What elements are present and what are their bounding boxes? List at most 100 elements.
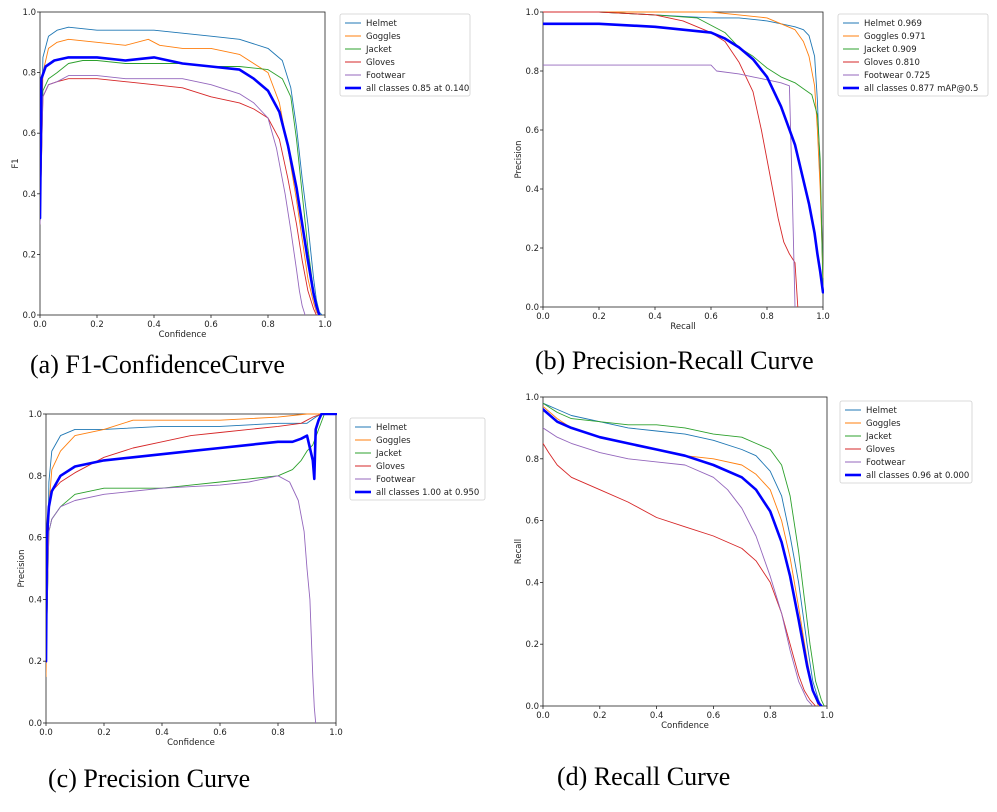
- recall-xtick-label: 0.4: [650, 711, 664, 721]
- f1-legend-label-goggles: Goggles: [366, 32, 401, 42]
- f1-xtick-label: 0.4: [147, 320, 161, 330]
- recall-xtick-label: 0.2: [593, 711, 607, 721]
- f1-series-goggles-line: [40, 38, 320, 315]
- pr-ytick-label: 0.0: [525, 303, 539, 313]
- f1-legend-label-jacket: Jacket: [365, 45, 392, 55]
- f1-series-footwear-line: [40, 75, 306, 315]
- f1-series-helmet-line: [40, 26, 323, 315]
- prec-series-all-line: [46, 413, 337, 663]
- recall-series-footwear-line: [543, 427, 814, 706]
- f1-ytick-label: 1.0: [22, 8, 36, 18]
- f1-legend-label-helmet: Helmet: [366, 19, 397, 29]
- f1-ytick-label: 0.0: [22, 311, 36, 321]
- f1-ytick-label: 0.6: [22, 129, 36, 139]
- recall-legend-label-jacket: Jacket: [865, 432, 892, 442]
- recall-legend: Helmet Goggles Jacket Gloves Footwear all cla…: [839, 400, 973, 484]
- pr-y-axis-label: Precision: [514, 141, 524, 179]
- pr-ytick-label: 0.8: [525, 67, 539, 77]
- f1-y-axis-label: F1: [11, 158, 21, 168]
- recall-xtick-label: 0.6: [707, 711, 721, 721]
- prec-legend-label-all: all classes 1.00 at 0.950: [376, 488, 479, 498]
- prec-plot-frame: [45, 413, 337, 724]
- prec-ytick-label: 1.0: [28, 410, 42, 420]
- prec-ytick-label: 0.0: [28, 719, 42, 729]
- prec-x-axis-label: Confidence: [167, 738, 215, 748]
- pr-series-footwear-line: [543, 64, 796, 307]
- pr-plot-frame: [542, 11, 824, 308]
- prec-xtick-label: 0.4: [155, 728, 169, 738]
- pr-xtick-label: 0.4: [648, 312, 662, 322]
- f1-legend-label-footwear: Footwear: [366, 71, 406, 81]
- recall-x-axis-label: Confidence: [661, 721, 709, 731]
- pr-ytick-label: 0.4: [525, 185, 539, 195]
- f1-xtick-label: 1.0: [318, 320, 332, 330]
- pr-legend-label-all: all classes 0.877 mAP@0.5: [864, 84, 978, 94]
- f1-ytick-label: 0.8: [22, 69, 36, 79]
- recall-ytick-label: 0.4: [525, 578, 539, 588]
- prec-legend: Helmet Goggles Jacket Gloves Footwear all cla…: [349, 417, 486, 501]
- pr-legend-label-footwear: Footwear 0.725: [864, 71, 930, 81]
- recall-series-goggles-line: [543, 405, 819, 706]
- recall-ytick-label: 0.6: [525, 517, 539, 527]
- f1-xtick-label: 0.2: [90, 320, 104, 330]
- pr-legend: Helmet 0.969 Goggles 0.971 Jacket 0.909 Glo…: [837, 13, 989, 97]
- f1-xtick-label: 0.0: [33, 320, 47, 330]
- prec-xtick-label: 0.2: [97, 728, 111, 738]
- recall-ytick-label: 0.0: [525, 702, 539, 712]
- recall-series-jacket-line: [543, 402, 825, 706]
- chart-prec: 0.0 0.2 0.4 0.6 0.8 1.0 0.0 0.2 0.4 0.6 0.8 1.0 Conf…: [17, 410, 486, 793]
- f1-ytick-label: 0.2: [22, 250, 36, 260]
- prec-xtick-label: 1.0: [329, 728, 343, 738]
- recall-series-helmet-line: [543, 402, 822, 706]
- pr-series-jacket-line: [543, 11, 824, 293]
- f1-legend-label-gloves: Gloves: [366, 58, 395, 68]
- recall-legend-label-helmet: Helmet: [866, 406, 897, 416]
- f1-series-all-line: [40, 56, 321, 315]
- prec-ytick-label: 0.2: [28, 657, 42, 667]
- prec-y-axis-label: Precision: [17, 550, 27, 588]
- recall-series-all-line: [543, 408, 823, 706]
- recall-series-gloves-line: [543, 442, 817, 706]
- recall-legend-label-gloves: Gloves: [866, 445, 895, 455]
- f1-xtick-label: 0.6: [204, 320, 218, 330]
- prec-ytick-label: 0.4: [28, 595, 42, 605]
- pr-xtick-label: 0.0: [536, 312, 550, 322]
- prec-legend-box: [349, 417, 486, 501]
- pr-xtick-label: 1.0: [816, 312, 830, 322]
- recall-legend-box: [839, 400, 973, 484]
- recall-xtick-label: 1.0: [820, 711, 834, 721]
- pr-ytick-label: 0.2: [525, 244, 539, 254]
- recall-caption: (d) Recall Curve: [557, 762, 730, 791]
- prec-legend-label-gloves: Gloves: [376, 462, 405, 472]
- f1-legend-box: [339, 13, 471, 97]
- chart-recall: 0.0 0.2 0.4 0.6 0.8 1.0 0.0 0.2 0.4 0.6 0.8 1.0 Conf…: [514, 393, 973, 791]
- f1-x-axis-label: Confidence: [159, 330, 207, 340]
- pr-legend-label-jacket: Jacket 0.909: [863, 45, 917, 55]
- prec-series-goggles-line: [46, 413, 337, 678]
- recall-legend-label-all: all classes 0.96 at 0.000: [866, 471, 969, 481]
- pr-xtick-label: 0.6: [704, 312, 718, 322]
- pr-series-all-line: [543, 22, 824, 294]
- f1-legend: Helmet Goggles Jacket Gloves Footwear all cla…: [339, 13, 471, 97]
- prec-xtick-label: 0.8: [271, 728, 285, 738]
- recall-legend-label-goggles: Goggles: [866, 419, 901, 429]
- pr-series-goggles-line: [543, 11, 824, 278]
- recall-xtick-label: 0.0: [536, 711, 550, 721]
- recall-legend-label-footwear: Footwear: [866, 458, 906, 468]
- pr-legend-box: [837, 13, 989, 97]
- recall-y-axis-label: Recall: [514, 539, 524, 564]
- pr-legend-label-helmet: Helmet 0.969: [864, 19, 922, 29]
- f1-caption: (a) F1-ConfidenceCurve: [30, 350, 285, 379]
- recall-ytick-label: 0.2: [525, 640, 539, 650]
- prec-series-footwear-line: [46, 475, 317, 723]
- f1-ytick-label: 0.4: [22, 190, 36, 200]
- recall-xtick-label: 0.8: [763, 711, 777, 721]
- prec-ytick-label: 0.8: [28, 472, 42, 482]
- pr-legend-label-goggles: Goggles 0.971: [864, 32, 926, 42]
- recall-ytick-label: 1.0: [525, 393, 539, 403]
- prec-legend-label-jacket: Jacket: [375, 449, 402, 459]
- prec-ytick-label: 0.6: [28, 534, 42, 544]
- pr-ytick-label: 1.0: [525, 8, 539, 18]
- pr-series-helmet-line: [543, 11, 824, 278]
